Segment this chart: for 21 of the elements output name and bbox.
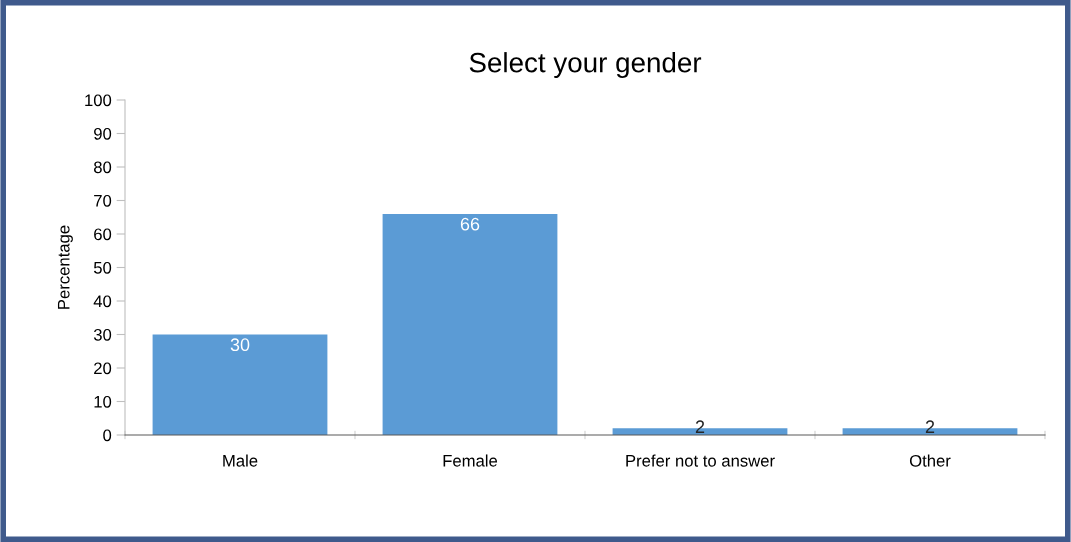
y-tick-label: 100 xyxy=(85,94,112,107)
y-tick-label: 40 xyxy=(93,295,112,308)
y-tick-label: 10 xyxy=(94,395,112,408)
y-axis-title: Percentage xyxy=(57,225,73,309)
data-label: 30 xyxy=(230,338,250,352)
chart-title: Select your gender xyxy=(469,52,702,78)
x-tick-label: Female xyxy=(443,454,498,467)
x-tick-label: Prefer not to answer xyxy=(626,454,775,467)
x-tick-label: Other xyxy=(909,454,951,467)
y-tick-label: 60 xyxy=(94,228,112,241)
y-tick-label: 50 xyxy=(93,261,112,274)
bar xyxy=(382,213,558,435)
bar xyxy=(152,334,328,435)
x-tick-label: Male xyxy=(223,454,258,467)
y-tick-label: 30 xyxy=(93,328,112,341)
data-label: 66 xyxy=(460,217,480,231)
y-tick-label: 80 xyxy=(93,161,112,174)
y-tick-label: 0 xyxy=(103,429,112,442)
y-tick-label: 20 xyxy=(94,362,112,375)
y-tick-label: 70 xyxy=(94,194,112,207)
y-tick-label: 90 xyxy=(94,127,112,140)
